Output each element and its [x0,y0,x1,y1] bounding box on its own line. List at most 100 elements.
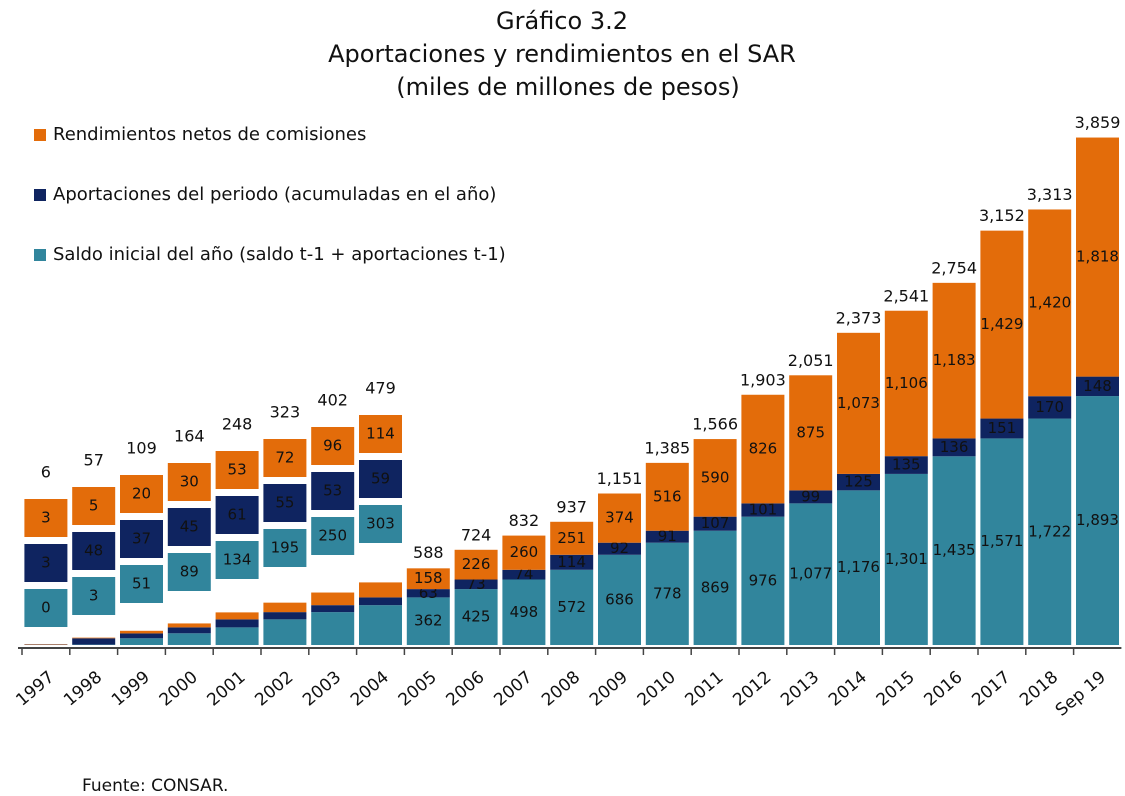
label-box [263,484,307,522]
total-label: 724 [461,525,492,544]
data-label: 158 [414,569,443,587]
bar-segment [884,310,928,457]
label-box [72,532,116,570]
label-box [215,451,259,489]
total-label: 2,541 [883,286,929,305]
data-label: 869 [701,578,730,596]
total-label: 1,903 [740,370,786,389]
data-label: 148 [1083,377,1112,395]
bar-segment [120,633,163,639]
label-box [167,508,211,546]
data-label: 976 [749,571,778,589]
bar-segment [550,554,594,570]
data-label: 1,722 [1028,522,1071,540]
data-label: 20 [132,485,151,503]
bar-segment [502,535,546,570]
label-box [24,499,68,537]
total-label: 1,151 [597,469,643,488]
bar-segment [884,456,928,474]
bar-segment [741,503,785,517]
bar-segment [837,332,880,474]
data-label: 1,818 [1076,248,1119,266]
bar-segment [1076,376,1119,397]
total-label: 6 [41,463,51,482]
bar-segment [837,490,880,645]
total-label: 832 [509,511,540,530]
bar-segment [1028,418,1072,645]
data-label: 260 [510,543,539,561]
bar-segment [980,438,1024,645]
data-label: 134 [223,551,252,569]
data-label: 572 [557,598,586,616]
total-label: 2,373 [836,308,882,327]
bar-segment [550,521,594,555]
bar-segment [120,638,163,645]
x-tick-label: 2007 [490,667,536,710]
total-label: 479 [365,379,396,398]
source-note: Fuente: CONSAR. [82,776,228,796]
bar-segment [406,597,450,645]
bar-segment [311,612,355,645]
label-box [72,577,116,615]
bar-segment [406,568,450,590]
bar-segment [120,630,163,634]
bar-segment [359,597,402,606]
bar-segment [645,462,689,531]
x-tick-label: 2016 [921,667,967,710]
data-label: 151 [988,419,1017,437]
total-label: 2,051 [788,351,834,370]
data-label: 91 [658,527,677,545]
bar-segment [215,612,259,620]
data-label: 55 [275,494,294,512]
data-label: 374 [605,509,634,527]
x-tick-label: 2002 [251,667,297,710]
chart-title: Gráfico 3.2 [496,7,628,35]
data-label: 303 [366,515,395,533]
bar-segment [741,516,785,645]
data-label: 53 [323,482,342,500]
data-label: 875 [796,423,825,441]
data-label: 170 [1035,398,1064,416]
bar-segment [741,394,785,504]
data-label: 101 [749,501,778,519]
data-label: 778 [653,584,682,602]
bar-segment [263,619,307,645]
data-label: 195 [271,539,300,557]
bar-segment [406,589,450,598]
data-label: 0 [41,599,51,617]
data-label: 135 [892,456,921,474]
label-box [215,496,259,534]
legend-label: Saldo inicial del año (saldo t-1 + aport… [53,244,506,265]
bar-segment [645,542,689,645]
total-label: 248 [222,415,253,434]
total-label: 2,754 [931,258,977,277]
bar-segment [837,473,880,491]
legend-swatch [34,249,46,261]
bar-segment [72,638,116,645]
data-label: 114 [557,553,586,571]
bar-segment [359,582,402,598]
data-label: 1,301 [885,550,928,568]
data-label: 48 [84,542,103,560]
bar-segment [502,579,546,645]
data-label: 826 [749,440,778,458]
x-tick-label: 1997 [12,667,58,710]
total-label: 402 [317,391,348,410]
data-label: 1,106 [885,374,928,392]
data-label: 45 [180,518,199,536]
bar-segment [789,375,833,491]
label-box [263,529,307,567]
bar-segment [454,579,498,590]
bar-segment [932,438,976,457]
total-label: 3,859 [1075,113,1121,132]
label-box [167,463,211,501]
bar-segment [167,627,211,634]
x-tick-label: 2008 [538,667,584,710]
data-label: 251 [557,529,586,547]
bar-segment [1076,137,1119,377]
bar-segment [502,569,546,580]
x-tick-label: 1998 [60,667,106,710]
data-label: 59 [371,470,390,488]
legend-swatch [34,189,46,201]
data-label: 1,073 [837,394,880,412]
